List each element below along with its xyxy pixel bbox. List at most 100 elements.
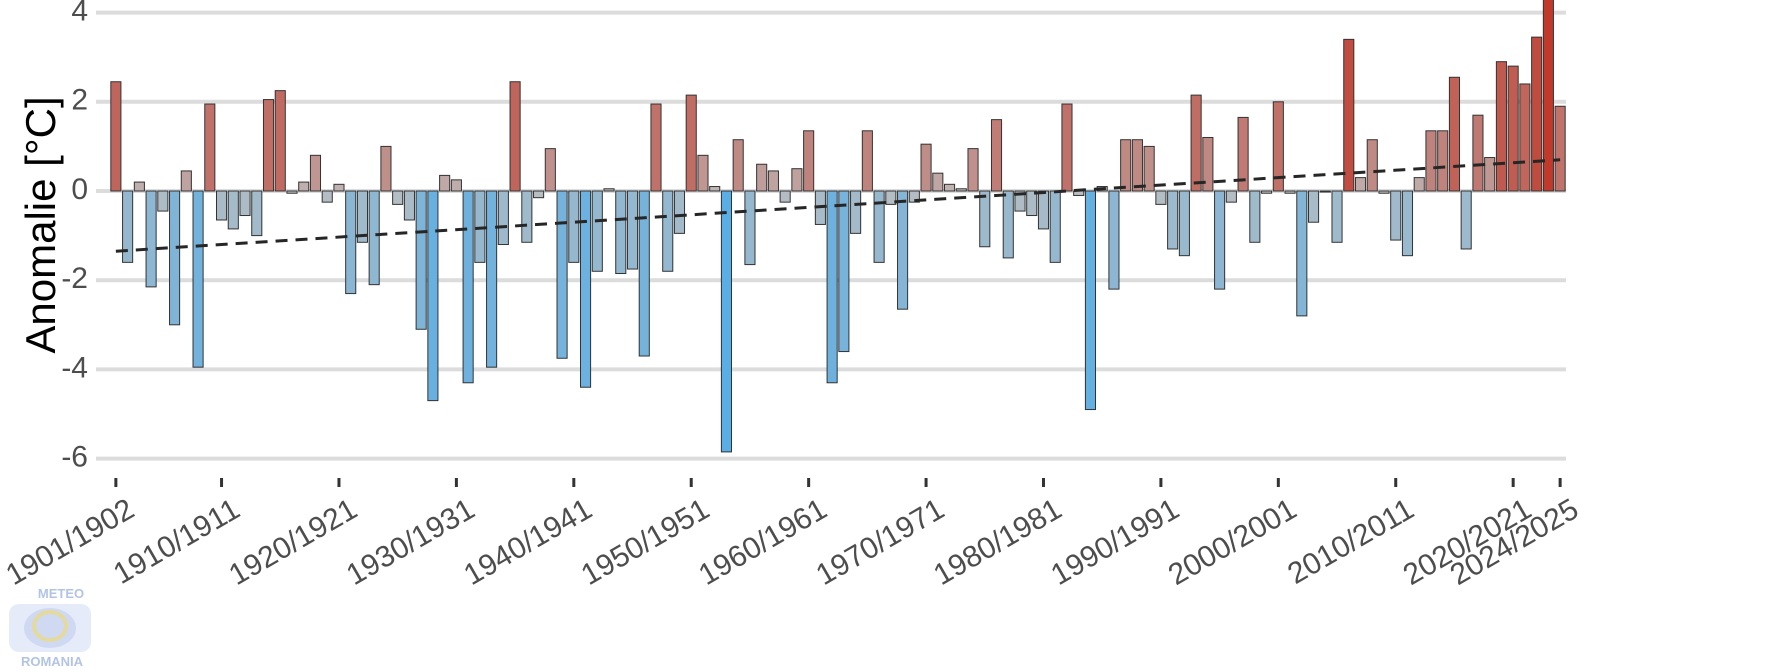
bar [1319,190,1331,193]
bar [1448,76,1461,192]
bar [873,190,885,263]
bar [920,143,932,192]
bar [544,148,556,192]
bar [309,154,322,192]
y-tick-label: -6 [61,441,88,474]
bar [744,190,756,266]
bar [180,170,192,192]
bar [380,145,392,192]
bar [1002,190,1014,259]
bar [321,190,333,203]
bar [1249,190,1261,243]
bar [486,190,498,368]
bar [1308,190,1320,223]
bar [1460,190,1472,250]
bar [157,190,169,212]
x-tick-label: 1960/1961 [693,492,832,591]
bar [1531,36,1543,192]
bar [803,130,815,192]
bar [1108,190,1120,290]
bar [1202,136,1214,192]
bar [885,190,897,205]
bar [192,190,204,368]
bar [1484,157,1496,192]
bar [955,188,967,192]
bar [1354,177,1367,192]
bar [944,183,956,192]
logo-top-text: METEO [38,586,84,601]
bar [1061,103,1073,192]
bar [1167,190,1179,250]
bar [427,190,439,402]
trend-line [115,158,1561,253]
x-tick-label: 1950/1951 [576,492,715,591]
bar [1343,38,1355,192]
bar [239,190,251,217]
bar [415,190,427,330]
x-tick-label: 1980/1981 [928,492,1067,591]
bar [850,190,862,234]
bar [838,190,850,353]
bar [1214,190,1226,290]
x-tick-label: 1940/1941 [458,492,597,591]
bar [568,190,580,263]
bar [1401,190,1414,257]
bar [333,183,345,192]
bar [1425,130,1437,192]
bar [1155,190,1167,205]
bar [368,190,380,286]
bar [626,190,639,270]
bar [145,190,157,288]
bar [497,190,509,246]
bars [110,0,1566,453]
bar [1331,190,1343,243]
y-tick-label: 4 [71,0,88,28]
y-tick-label: 0 [71,173,88,206]
bar [720,190,733,453]
x-tick-label: 2010/2011 [1282,492,1419,590]
bar [1542,0,1554,192]
bar [1190,94,1202,192]
bar [403,190,415,221]
bar [897,190,909,310]
bar [1366,139,1378,192]
bar [967,148,979,192]
bar [1143,145,1155,192]
bar [1413,177,1425,192]
bar [732,139,744,192]
bar [1437,130,1449,192]
bar [1284,190,1296,194]
bar [673,190,686,234]
bar [650,103,662,192]
bar [556,190,568,359]
bar [1049,190,1061,263]
bar [450,179,462,192]
bar [298,181,310,192]
bar [1037,190,1050,230]
bar [204,103,216,192]
bar [533,190,545,199]
bar [439,174,451,192]
bar [1014,190,1026,212]
bar [756,163,768,192]
bar [767,170,779,192]
meteo-romania-logo: METEO ROMANIA [9,586,91,669]
x-tick-label: 1990/1991 [1045,492,1184,591]
bar [462,190,474,384]
bar [110,81,122,192]
bar [1390,190,1402,241]
bar [133,181,145,192]
bar [356,190,368,243]
bar [638,190,650,357]
bar [1178,190,1190,257]
bar [1554,105,1566,192]
bar [908,190,920,203]
x-tick-label: 1920/1921 [224,492,363,591]
y-tick-label: -4 [61,351,88,384]
bar [697,154,709,192]
bar [791,168,803,192]
bar [685,94,697,192]
bar [1519,83,1531,192]
bar [932,172,944,192]
